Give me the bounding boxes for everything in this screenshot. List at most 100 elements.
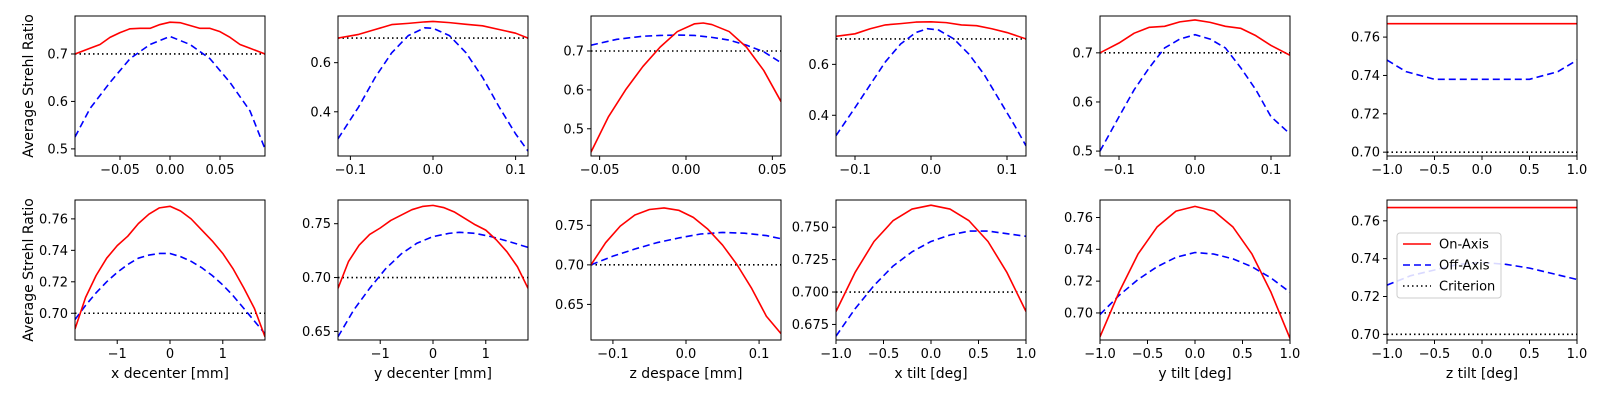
y-tick-label: 0.65 (555, 298, 584, 313)
y-tick-label: 0.65 (302, 325, 331, 340)
y-tick-label: 0.7 (47, 47, 68, 62)
x-tick-label: 0 (429, 347, 437, 362)
on-axis-line (1100, 205, 1290, 339)
x-axis-label: x decenter [mm] (111, 366, 229, 382)
y-tick-label: 0.70 (1351, 146, 1380, 161)
y-tick-label: 0.5 (47, 142, 68, 157)
y-tick-label: 0.76 (1064, 211, 1093, 226)
x-tick-label: 0.0 (1185, 163, 1206, 178)
y-axis-label: Average Strehl Ratio (21, 14, 37, 158)
y-tick-label: 0.6 (47, 95, 68, 110)
on-axis-line (591, 22, 781, 153)
x-tick-label: −1 (108, 347, 127, 362)
on-axis-line (591, 207, 781, 335)
subplot-11: −1.0 −0.5 0.0 0.5 1.0 0.70 0.72 0.74 0.76 y tilt … (1064, 199, 1301, 382)
x-axis-label: y tilt [deg] (1158, 366, 1231, 382)
subplot-8: −1 0 1 0.65 0.70 0.75 y decenter [mm] (302, 199, 529, 382)
x-tick-label: 0.00 (672, 163, 701, 178)
off-axis-line (1387, 59, 1577, 81)
y-tick-label: 0.70 (39, 307, 68, 322)
x-tick-label: −1.0 (1084, 347, 1116, 362)
x-tick-label: 1.0 (1567, 163, 1588, 178)
y-tick-label: 0.7 (1072, 46, 1093, 61)
x-tick-label: 0 (166, 347, 174, 362)
off-axis-line (591, 231, 781, 266)
y-tick-label: 0.70 (1064, 306, 1093, 321)
y-tick-label: 0.74 (1351, 252, 1380, 267)
y-axis-label: Average Strehl Ratio (21, 198, 37, 342)
x-tick-label: −0.5 (1419, 347, 1451, 362)
x-tick-label: 0.1 (1261, 163, 1282, 178)
axes-frame (835, 15, 1027, 157)
y-tick-label: 0.75 (555, 219, 584, 234)
y-tick-label: 0.725 (792, 253, 829, 268)
subplot-9: −0.1 0.0 0.1 0.65 0.70 0.75 z despace [mm] (555, 199, 782, 382)
y-tick-label: 0.70 (302, 271, 331, 286)
x-tick-label: −0.5 (1132, 347, 1164, 362)
on-axis-line (338, 20, 528, 39)
x-tick-label: 0.0 (921, 163, 942, 178)
x-tick-label: −0.1 (1103, 163, 1135, 178)
y-tick-label: 0.6 (563, 83, 584, 98)
subplot-3: −0.05 0.00 0.05 0.5 0.6 0.7 (563, 15, 787, 178)
y-tick-label: 0.72 (1064, 275, 1093, 290)
y-tick-label: 0.75 (302, 217, 331, 232)
y-tick-label: 0.72 (1351, 107, 1380, 122)
axes-frame (74, 199, 266, 341)
x-tick-label: −1 (371, 347, 390, 362)
subplot-2: −0.1 0.0 0.1 0.4 0.6 (310, 15, 529, 178)
y-tick-label: 0.7 (563, 45, 584, 60)
x-tick-label: 0.1 (749, 347, 770, 362)
x-tick-label: 0.5 (1519, 163, 1540, 178)
x-tick-label: 1.0 (1280, 347, 1301, 362)
y-tick-label: 0.76 (39, 212, 68, 227)
y-tick-label: 0.6 (808, 58, 829, 73)
y-tick-label: 0.5 (563, 122, 584, 137)
y-tick-label: 0.70 (555, 258, 584, 273)
x-tick-label: −0.1 (839, 163, 871, 178)
y-tick-label: 0.5 (1072, 145, 1093, 160)
x-tick-label: 0.5 (1519, 347, 1540, 362)
x-tick-label: 0.00 (156, 163, 185, 178)
x-tick-label: 0.0 (676, 347, 697, 362)
x-tick-label: 0.1 (505, 163, 526, 178)
subplot-4: −0.1 0.0 0.1 0.4 0.6 (808, 15, 1027, 178)
subplot-6: −1.0 −0.5 0.0 0.5 1.0 0.70 0.72 0.74 0.76 (1351, 15, 1588, 178)
axes-frame (835, 199, 1027, 341)
off-axis-line (591, 34, 781, 64)
on-axis-line (75, 21, 265, 55)
x-tick-label: 1 (482, 347, 490, 362)
x-tick-label: 0.0 (1185, 347, 1206, 362)
off-axis-line (338, 26, 528, 152)
x-tick-label: 0.0 (921, 347, 942, 362)
subplot-5: −0.1 0.0 0.1 0.5 0.6 0.7 (1072, 15, 1291, 178)
on-axis-line (338, 204, 528, 289)
x-tick-label: −1.0 (1371, 163, 1403, 178)
x-tick-label: 0.0 (423, 163, 444, 178)
y-tick-label: 0.700 (792, 286, 829, 301)
x-tick-label: −0.05 (580, 163, 620, 178)
legend-label-criterion: Criterion (1439, 280, 1495, 295)
x-tick-label: −1.0 (1371, 347, 1403, 362)
x-tick-label: 1.0 (1567, 347, 1588, 362)
axes-frame (590, 199, 782, 341)
x-tick-label: 0.5 (1232, 347, 1253, 362)
subplot-7: −1 0 1 0.70 0.72 0.74 0.76 x decenter [mm] Avera… (21, 198, 266, 382)
off-axis-line (1100, 33, 1290, 152)
x-tick-label: −1.0 (820, 347, 852, 362)
legend-label-on-axis: On-Axis (1439, 238, 1489, 253)
off-axis-line (836, 230, 1026, 337)
x-tick-label: 0.1 (997, 163, 1018, 178)
x-tick-label: 0.05 (206, 163, 235, 178)
off-axis-line (1100, 251, 1290, 316)
x-axis-label: z despace [mm] (629, 366, 742, 382)
axes-frame (590, 15, 782, 157)
subplot-12: −1.0 −0.5 0.0 0.5 1.0 0.70 0.72 0.74 0.76 z tilt … (1351, 199, 1588, 382)
y-tick-label: 0.72 (1351, 290, 1380, 305)
x-tick-label: −0.1 (335, 163, 367, 178)
y-tick-label: 0.76 (1351, 214, 1380, 229)
y-tick-label: 0.74 (39, 244, 68, 259)
legend-box (1396, 232, 1502, 299)
off-axis-line (75, 252, 265, 335)
